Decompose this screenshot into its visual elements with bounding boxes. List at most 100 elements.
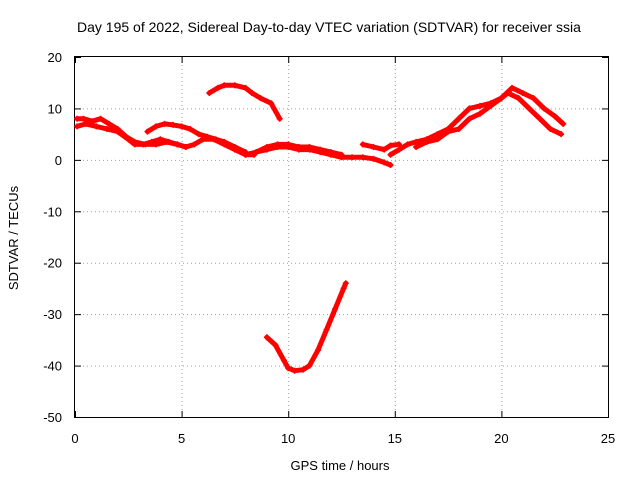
chart-title: Day 195 of 2022, Sidereal Day-to-day VTE…	[77, 19, 581, 35]
data-point	[396, 146, 403, 153]
data-point	[306, 362, 313, 369]
data-point	[231, 82, 238, 89]
data-point	[477, 102, 484, 109]
data-point	[263, 144, 270, 150]
data-point	[359, 154, 366, 161]
data-point	[268, 100, 275, 107]
data-point	[82, 120, 89, 127]
data-point	[387, 151, 394, 158]
data-point	[487, 102, 494, 109]
y-tick-label: -10	[43, 204, 62, 219]
series-line-arc-7	[360, 141, 402, 153]
data-point	[74, 123, 81, 130]
data-point	[195, 131, 202, 138]
data-point	[413, 144, 420, 150]
y-tick-label: -30	[43, 307, 62, 322]
data-point	[509, 84, 516, 91]
data-point	[349, 154, 356, 161]
data-point	[80, 115, 87, 122]
data-point	[231, 144, 238, 150]
grid	[75, 57, 608, 417]
data-point	[295, 144, 302, 150]
data-point	[455, 126, 462, 132]
series-line-arc-10	[264, 280, 349, 374]
data-point	[519, 90, 526, 96]
x-tick-label: 10	[281, 431, 295, 446]
y-axis-label: SDTVAR / TECUs	[6, 185, 21, 290]
y-tick-label: -50	[43, 410, 62, 425]
series-line-arc-6	[206, 82, 283, 122]
data-point	[291, 367, 298, 374]
series-line-arc-2	[74, 121, 189, 150]
data-point	[97, 115, 104, 122]
data-point	[263, 334, 270, 341]
data-point	[541, 105, 548, 112]
data-point	[174, 141, 181, 148]
data-point	[359, 141, 366, 148]
data-point	[434, 131, 441, 138]
data-point	[285, 365, 292, 372]
data-point	[338, 151, 345, 158]
y-tick-label: 20	[48, 50, 62, 65]
x-tick-label: 20	[494, 431, 508, 446]
data-point	[93, 123, 100, 130]
data-point	[74, 115, 81, 122]
data-point	[387, 142, 394, 149]
data-point	[466, 115, 473, 122]
data-point	[103, 126, 110, 132]
data-point	[477, 110, 484, 117]
data-point	[242, 84, 249, 91]
data-point	[560, 120, 567, 127]
data-point	[381, 159, 388, 166]
y-tick-label: -40	[43, 359, 62, 374]
data-point	[306, 144, 313, 150]
x-tick-label: 0	[71, 431, 78, 446]
data-point	[300, 366, 307, 373]
data-point	[140, 141, 147, 148]
data-point	[396, 141, 403, 148]
y-tick-label: 0	[55, 153, 62, 168]
data-point	[526, 105, 533, 112]
data-point	[530, 95, 537, 102]
data-point	[381, 146, 388, 153]
data-point	[131, 141, 138, 148]
data-point	[498, 95, 505, 102]
data-point	[204, 133, 211, 140]
data-point	[274, 141, 281, 148]
y-tick-label: -20	[43, 256, 62, 271]
data-point	[558, 131, 565, 138]
data-point	[242, 151, 249, 158]
data-point	[315, 347, 322, 354]
data-point	[280, 357, 287, 364]
data-point	[434, 136, 441, 143]
data-point	[257, 95, 264, 102]
data-point	[114, 128, 121, 135]
data-point	[515, 95, 522, 102]
data-point	[323, 326, 330, 333]
ticks	[75, 57, 609, 418]
data-point	[285, 141, 292, 148]
data-point	[125, 136, 132, 143]
data-point	[423, 138, 430, 145]
data-point	[272, 342, 279, 348]
data-point	[214, 84, 221, 91]
data-point	[182, 144, 189, 150]
data-point	[178, 123, 185, 130]
plot-frame	[74, 56, 609, 418]
data-point	[253, 149, 260, 156]
data-point	[342, 280, 349, 287]
y-tick-label: 10	[48, 101, 62, 116]
series-layer	[74, 82, 567, 374]
data-point	[536, 115, 543, 122]
data-point	[221, 138, 228, 145]
data-point	[466, 105, 473, 112]
data-point	[248, 90, 255, 96]
data-point	[165, 138, 172, 145]
tick-labels: 0 5 10 15 20 25 -50 -40 -30 -20 -10 0 10 20	[43, 50, 615, 446]
x-tick-label: 15	[388, 431, 402, 446]
data-point	[404, 141, 411, 148]
data-point	[144, 128, 151, 135]
data-point	[387, 162, 394, 168]
data-point	[170, 121, 177, 128]
data-point	[547, 126, 554, 132]
